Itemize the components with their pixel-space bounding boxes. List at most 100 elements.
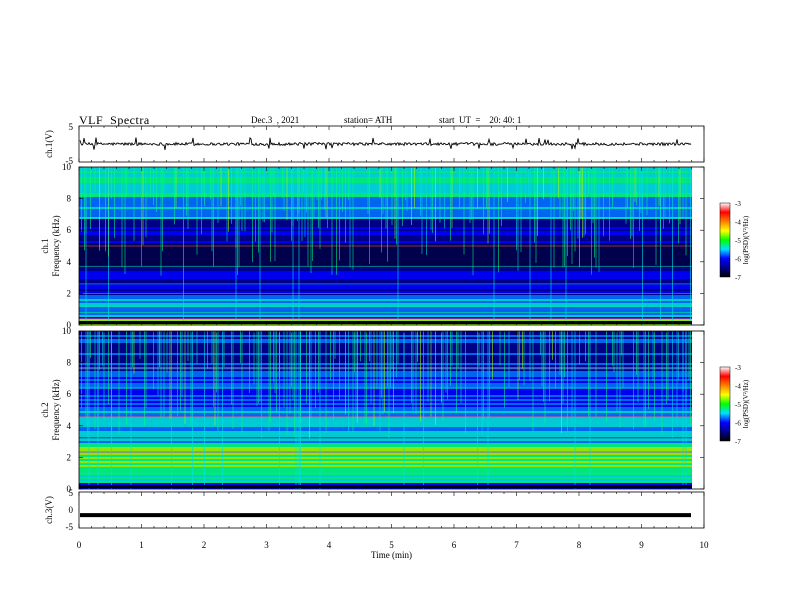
ch1-band [79,233,692,235]
ch2-band [79,441,692,443]
x-tick-label: 8 [577,540,582,550]
ch1-band [79,291,692,293]
ch1-band [79,293,692,295]
ch1-ytick-label: -5 [66,156,74,166]
ch2-band [79,349,692,351]
ch2-band [79,395,692,397]
ch2-band [79,483,692,485]
ch2-band [79,455,692,457]
ch1-band [79,241,692,243]
ch2-band [79,449,692,451]
ch2-band [79,383,692,385]
ch1-spec-ylabel-channel: ch.1 [40,238,50,253]
ch1-band [79,281,692,283]
ch1-band [79,265,692,267]
ch2-band [79,461,692,463]
ch1-band [79,297,692,299]
ch2-colorbar-tick: -7 [735,438,741,446]
ch2-spec-ytick-label: 8 [67,358,72,368]
ch2-spec-ytick-label: 2 [67,452,72,462]
ch1-spec-ytick-label: 0 [67,320,72,330]
ch2-band [79,409,692,411]
ch2-band [79,391,692,393]
ch2-band [79,377,692,379]
ch2-colorbar-tick: -4 [735,383,741,391]
ch3-ytick-label: 5 [69,488,74,498]
ch2-band [79,367,692,369]
ch2-band [79,443,692,445]
ch2-band [79,385,692,387]
ch2-band [79,339,692,341]
ch2-spec-ytick-label: 4 [67,421,72,431]
ch2-band [79,479,692,481]
ch2-band [79,473,692,475]
ch1-band [79,275,692,277]
ch2-band [79,423,692,425]
ch1-band [79,267,692,269]
ch2-colorbar-tick: -3 [735,364,741,372]
ch2-band [79,337,692,339]
ch2-band [79,471,692,473]
ch2-band [79,405,692,407]
ch2-band [79,379,692,381]
x-tick-label: 5 [389,540,394,550]
ch2-band [79,371,692,373]
x-tick-label: 6 [452,540,457,550]
ch3-ytick-label: 0 [69,505,74,515]
ch1-band [79,271,692,273]
ch2-colorbar-tick: -6 [735,420,741,428]
ch2-band [79,361,692,363]
ch2-band [79,381,692,383]
ch1-trace [79,136,692,150]
ch2-spectrogram [79,331,692,489]
ch2-band [79,431,692,433]
ch1-band [79,311,692,313]
ch2-band [79,373,692,375]
ch2-band [79,419,692,421]
ch2-band [79,343,692,345]
ch1-band [79,277,692,279]
ch1-band [79,247,692,249]
x-tick-label: 9 [639,540,644,550]
ch1-colorbar-label: log(PSD)(V²/Hz) [742,215,750,264]
x-tick-label: 0 [77,540,82,550]
ch1-band [79,307,692,309]
ch2-band [79,427,692,429]
ch2-band [79,421,692,423]
ch2-spec-ytick-label: 0 [67,484,72,494]
ch2-band [79,425,692,427]
ch1-band [79,257,692,259]
ch2-band [79,413,692,415]
ch2-band [79,393,692,395]
ch2-band [79,357,692,359]
ch2-band [79,453,692,455]
ch2-band [79,341,692,343]
ch1-band [79,295,692,297]
ch2-colorbar [719,366,731,442]
ch2-band [79,437,692,439]
ch3-frame [78,491,705,529]
ch2-band [79,451,692,453]
x-tick-label: 1 [139,540,144,550]
ch2-band [79,363,692,365]
ch1-ylabel: ch.1(V) [44,130,54,158]
ch1-band [79,243,692,245]
ch1-spec-ytick-label: 4 [67,257,72,267]
ch2-band [79,399,692,401]
ch1-band [79,301,692,303]
x-tick-label: 3 [264,540,269,550]
ch2-band [79,369,692,371]
ch1-band [79,299,692,301]
ch1-band [79,261,692,263]
x-tick-label: 4 [327,540,332,550]
ch2-spec-ylabel-freq: Frequency (kHz) [51,379,61,440]
ch1-colorbar-tick: -7 [735,274,741,282]
ch1-band [79,319,692,321]
ch2-band [79,459,692,461]
x-tick-label: 2 [202,540,207,550]
ch2-band [79,365,692,367]
ch2-band [79,445,692,447]
ch2-band [79,331,692,333]
ch1-band [79,263,692,265]
